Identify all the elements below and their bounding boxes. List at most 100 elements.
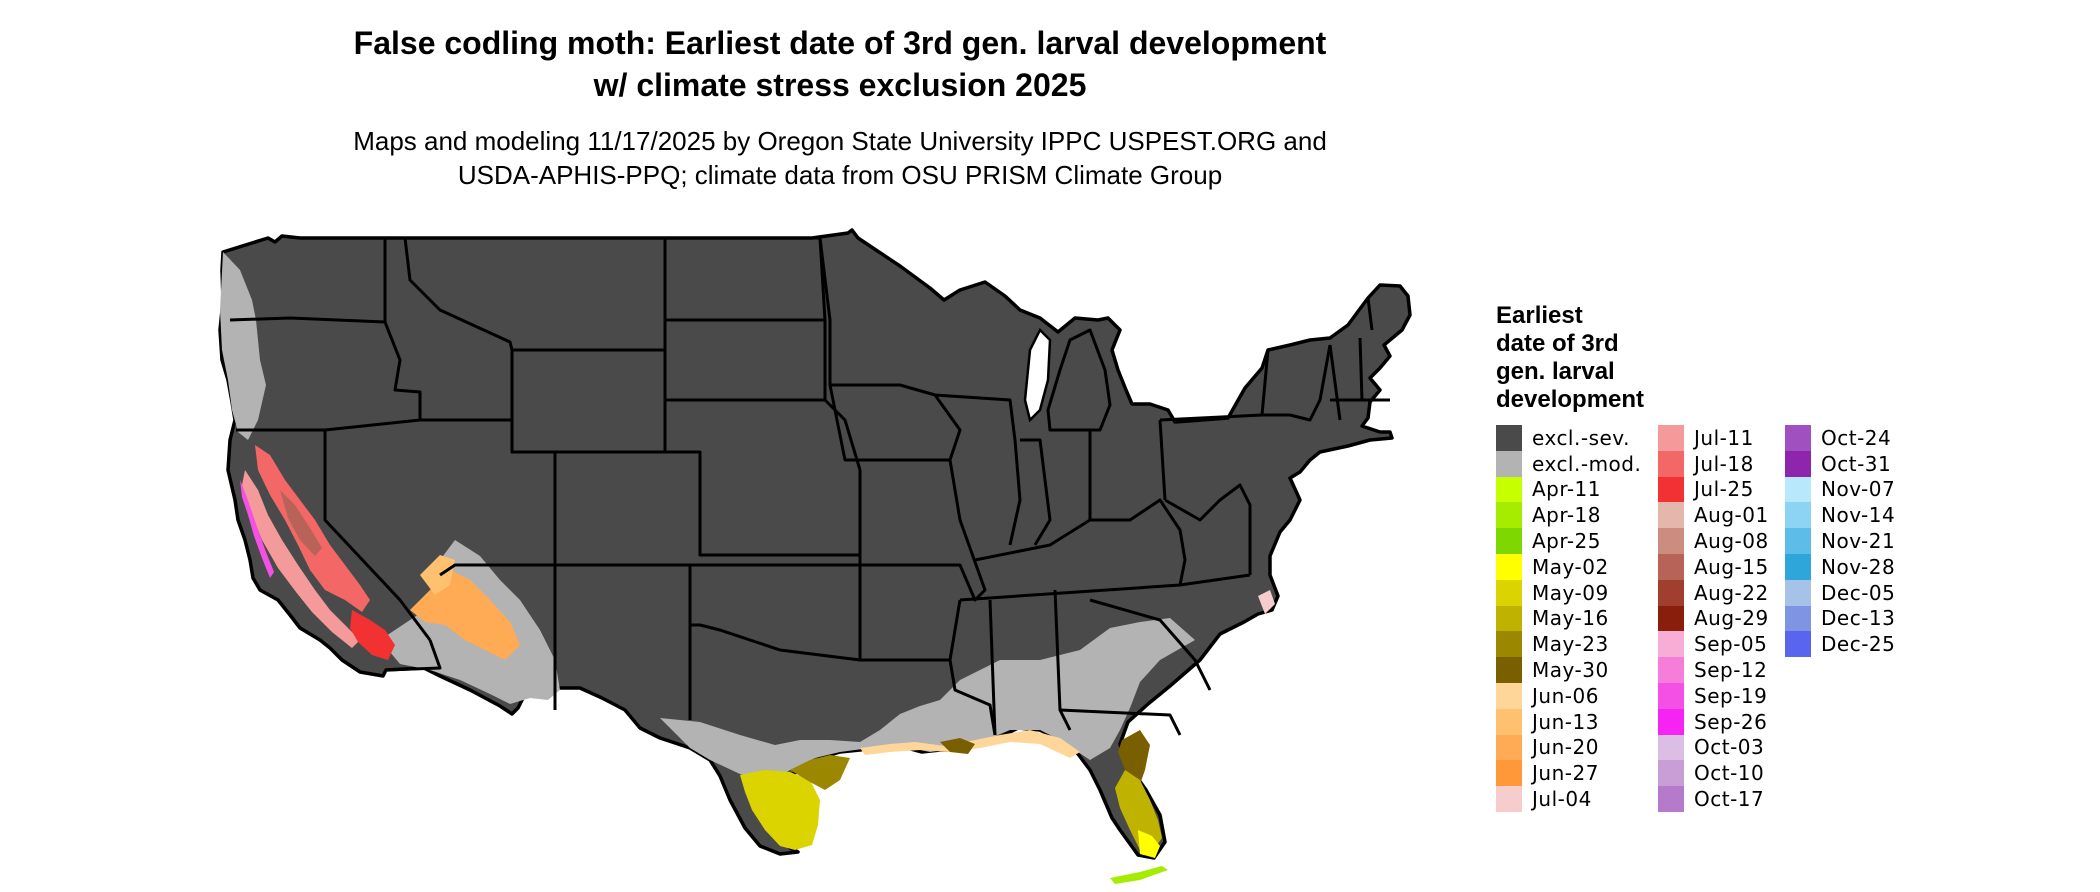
border-la	[880, 658, 997, 736]
legend-swatch	[1658, 657, 1684, 683]
legend-label: excl.-mod.	[1532, 451, 1642, 476]
legend-item: Jun-13	[1496, 708, 1641, 735]
legend-label: Jul-11	[1694, 425, 1754, 450]
legend-item: Jul-25	[1658, 476, 1769, 503]
legend-item: Apr-11	[1496, 476, 1641, 503]
legend-swatch	[1658, 528, 1684, 554]
legend-label: May-30	[1532, 658, 1609, 683]
legend-swatch	[1658, 502, 1684, 529]
legend-swatch	[1496, 553, 1522, 580]
legend-item: May-02	[1496, 553, 1641, 580]
legend-swatch	[1658, 553, 1684, 580]
legend-label: Nov-14	[1821, 503, 1896, 528]
legend-label: Aug-01	[1694, 503, 1769, 528]
legend-label: Jul-04	[1532, 787, 1592, 812]
title-line-1: False codling moth: Earliest date of 3rd…	[353, 25, 1327, 61]
legend-swatch	[1658, 425, 1684, 451]
legend-swatch	[1496, 605, 1522, 632]
legend-swatch	[1496, 657, 1522, 683]
legend-item: May-16	[1496, 605, 1641, 632]
legend-label: Jul-18	[1694, 451, 1754, 476]
legend-item: Oct-10	[1658, 760, 1769, 787]
legend-item: Aug-08	[1658, 528, 1769, 554]
subtitle-line-2: USDA-APHIS-PPQ; climate data from OSU PR…	[457, 160, 1223, 190]
border-wv-va	[1164, 483, 1252, 575]
legend-label: Nov-21	[1821, 529, 1896, 554]
texas-olive	[790, 755, 850, 790]
legend-label: Oct-10	[1694, 761, 1765, 786]
legend-label: Aug-29	[1694, 606, 1769, 631]
legend-item: May-09	[1496, 579, 1641, 606]
border-ca-nv	[323, 430, 432, 641]
legend-label: Jun-27	[1532, 761, 1599, 786]
legend-item: Apr-18	[1496, 502, 1641, 529]
legend-swatch	[1496, 708, 1522, 735]
legend-swatch	[1496, 734, 1522, 761]
legend-swatch	[1496, 502, 1522, 529]
legend-column-1: excl.-sev. excl.-mod. Apr-11 Apr-18 Apr-25 Ma…	[1496, 425, 1641, 812]
border-ga-sc	[1089, 598, 1212, 691]
legend-item: Nov-21	[1785, 528, 1895, 554]
legend-item: Sep-26	[1658, 708, 1769, 735]
california-valley-red	[255, 445, 370, 612]
legend-swatch	[1785, 476, 1811, 503]
legend-item: Sep-19	[1658, 682, 1769, 709]
legend-label: May-09	[1532, 580, 1609, 605]
california-valley-brown	[280, 490, 322, 556]
legend-title-line: Earliest	[1496, 302, 1583, 329]
legend-label: Apr-11	[1532, 477, 1601, 502]
legend-item: Jul-18	[1658, 450, 1769, 477]
legend-label: May-16	[1532, 606, 1609, 631]
florida-yellow	[1115, 770, 1162, 852]
legend-title-line: date of 3rd	[1496, 330, 1619, 357]
louisiana-olive	[940, 738, 975, 754]
legend-item: Nov-07	[1785, 476, 1895, 503]
legend-item: Oct-17	[1658, 786, 1769, 812]
legend-label: Apr-18	[1532, 503, 1601, 528]
border-mi	[1046, 328, 1112, 432]
legend-item: Dec-13	[1785, 605, 1895, 632]
south-tx-gray	[660, 618, 1195, 782]
state-borders	[229, 236, 1390, 736]
legend-label: excl.-sev.	[1532, 425, 1630, 450]
border-ky	[974, 498, 1187, 586]
legend-label: May-23	[1532, 632, 1609, 657]
legend-label: Dec-05	[1821, 580, 1896, 605]
legend-item: May-23	[1496, 631, 1641, 658]
legend-swatch	[1785, 502, 1811, 529]
legend-item: Oct-24	[1785, 425, 1895, 451]
legend-swatch	[1785, 553, 1811, 580]
legend-swatch	[1496, 450, 1522, 477]
legend-label: Sep-19	[1694, 683, 1768, 708]
border-ca-az	[385, 639, 442, 672]
legend-swatch	[1658, 476, 1684, 503]
legend-item: Aug-01	[1658, 502, 1769, 529]
legend-item: Apr-25	[1496, 528, 1641, 554]
legend-swatch	[1785, 605, 1811, 632]
border-mt-id	[403, 237, 514, 351]
legend-item: Sep-12	[1658, 657, 1769, 683]
legend-swatch	[1496, 786, 1522, 812]
legend-label: Sep-26	[1694, 709, 1768, 734]
legend-item: Aug-22	[1658, 579, 1769, 606]
title-line-2: w/ climate stress exclusion 2025	[593, 67, 1087, 103]
socal-red	[350, 610, 395, 660]
texas-green-yellow	[740, 770, 820, 850]
legend-item: Dec-05	[1785, 579, 1896, 606]
subtitle-text: Maps and modeling 11/17/2025 by Oregon S…	[0, 124, 1680, 192]
legend-swatch	[1785, 450, 1811, 477]
border-wi-il	[934, 393, 1022, 546]
legend-label: Aug-15	[1694, 554, 1769, 579]
legend-title: Earliest date of 3rd gen. larval develop…	[1496, 302, 1644, 414]
legend-item: excl.-mod.	[1496, 450, 1642, 477]
border-il-in	[1020, 438, 1052, 546]
legend-item: Dec-25	[1785, 631, 1895, 658]
legend-label: Oct-31	[1821, 451, 1892, 476]
legend-item: Jun-06	[1496, 682, 1641, 709]
legend-item: May-30	[1496, 657, 1641, 683]
legend-item: Jul-11	[1658, 425, 1769, 451]
legend-item: excl.-sev.	[1496, 425, 1641, 451]
legend-swatch	[1658, 734, 1684, 761]
legend-label: Jun-06	[1532, 683, 1599, 708]
